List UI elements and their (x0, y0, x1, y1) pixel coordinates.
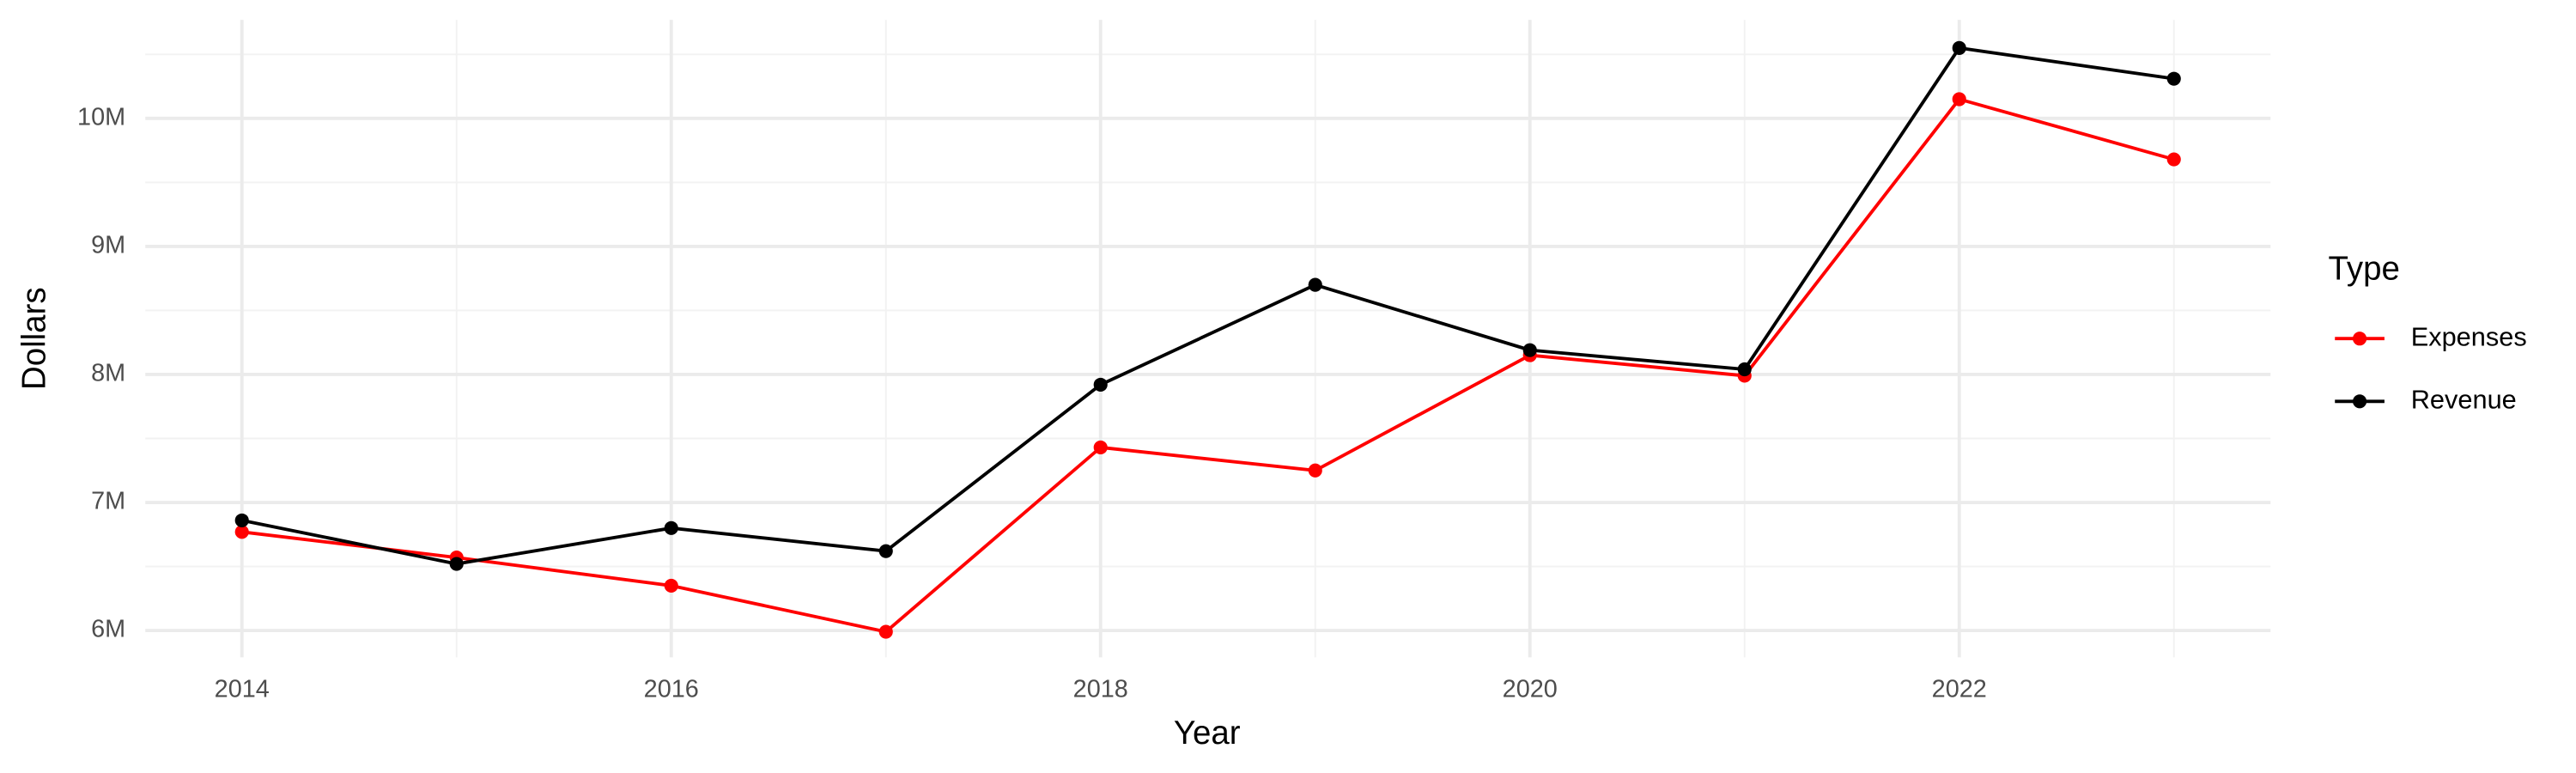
data-point (1093, 440, 1108, 455)
data-point (1952, 40, 1966, 55)
x-axis-title: Year (1174, 715, 1241, 752)
data-point (1093, 377, 1108, 392)
data-point (2166, 152, 2181, 167)
y-tick-label: 9M (91, 232, 125, 259)
data-point (1952, 92, 1966, 107)
y-tick-label: 8M (91, 360, 125, 387)
series-line (241, 46, 2175, 566)
data-point (2166, 71, 2181, 86)
data-point (664, 578, 678, 593)
legend-label: Revenue (2411, 384, 2517, 414)
x-tick-label: 2020 (1503, 675, 1558, 703)
legend-title: Type (2329, 251, 2400, 288)
legend-label: Expenses (2411, 321, 2527, 351)
data-point (1308, 277, 1322, 292)
data-point (234, 525, 249, 539)
x-tick-label: 2018 (1073, 675, 1128, 703)
y-tick-label: 10M (77, 103, 125, 131)
data-point (449, 557, 464, 571)
data-point (1737, 362, 1752, 377)
data-point (878, 544, 893, 558)
y-axis-title: Dollars (15, 287, 52, 390)
data-point (1308, 463, 1322, 478)
data-point (1522, 343, 1537, 357)
data-point (664, 520, 678, 535)
plot (234, 40, 2181, 639)
y-tick-label: 6M (91, 616, 125, 643)
x-tick-label: 2016 (644, 675, 699, 703)
legend-swatch-point (2353, 332, 2367, 346)
data-point (878, 624, 893, 639)
data-point (234, 513, 249, 527)
series-line (241, 97, 2175, 634)
grid (145, 20, 2271, 658)
legend-swatch-point (2353, 394, 2367, 409)
x-tick-label: 2014 (215, 675, 270, 703)
y-tick-label: 7M (91, 488, 125, 515)
x-tick-label: 2022 (1932, 675, 1987, 703)
